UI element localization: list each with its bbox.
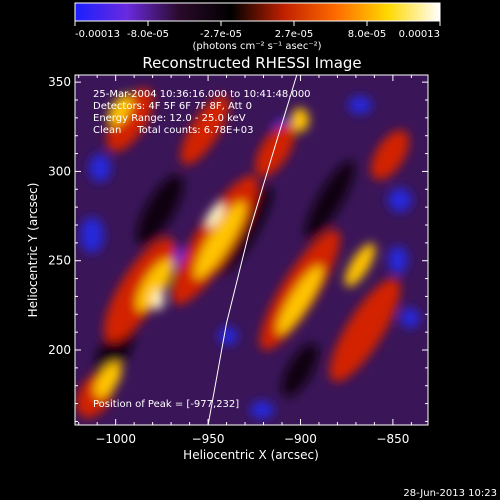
heatmap-blob (89, 154, 111, 182)
colorbar-tick-label: 0.00013 (399, 29, 440, 40)
heatmap-blob (206, 202, 224, 228)
solar-limb-line (207, 75, 298, 425)
colorbar-ticks: -0.00013 -8.0e-05 -2.7e-05 2.7e-05 8.0e-05 0.… (74, 21, 441, 40)
colorbar-unit-label: (photons cm⁻² s⁻¹ asec⁻²) (192, 41, 321, 52)
colorbar-tick-label: -0.00013 (75, 29, 120, 40)
plot-area (75, 75, 428, 425)
footer-date: 28-Jun-2013 10:23 (403, 488, 497, 499)
plot-frame (74, 74, 429, 426)
heatmap-blob (281, 343, 319, 397)
heatmap-blob (329, 278, 401, 382)
y-tick-label: 300 (48, 164, 71, 178)
heatmap-blob (255, 123, 295, 177)
heatmap-blob (348, 96, 372, 114)
heatmap-blob (217, 186, 273, 274)
annotation-energy: Energy Range: 12.0 - 25.0 keV (93, 113, 246, 124)
colorbar-tick-label: -2.7e-05 (200, 29, 242, 40)
heatmap-blob (344, 243, 376, 287)
heatmap-blob (218, 327, 238, 345)
x-axis-label: Heliocentric X (arcsec) (183, 448, 319, 462)
heatmap-blob (370, 130, 410, 180)
heatmap-blob (277, 265, 323, 335)
heatmap-blob (152, 290, 164, 310)
colorbar (74, 2, 441, 22)
heatmap-image (76, 88, 420, 419)
heatmap-blob (80, 217, 104, 253)
heatmap-blob (388, 188, 412, 212)
heatmap-blob (94, 362, 122, 398)
y-tick-label: 250 (48, 254, 71, 268)
heatmap-blob (136, 258, 174, 312)
y-tick-label: 350 (48, 75, 71, 89)
colorbar-tick-label: -8.0e-05 (127, 29, 169, 40)
y-tick-label: 200 (48, 343, 71, 357)
heatmap-blob (250, 401, 274, 419)
axes: −1000 −950 −900 −850 200 250 300 350 (48, 75, 428, 446)
heatmap-blob (103, 238, 177, 342)
heatmap-blob (194, 201, 246, 279)
x-tick-label: −900 (284, 432, 317, 446)
heatmap-blob (388, 246, 408, 274)
chart-title: Reconstructed RHESSI Image (142, 54, 361, 72)
peak-position-label: Position of Peak = [-977,232] (93, 399, 239, 410)
heatmap-blob (305, 160, 355, 240)
annotation-time: 25-Mar-2004 10:36:16.000 to 10:41:48.000 (93, 89, 311, 100)
x-tick-label: −950 (192, 432, 225, 446)
annotation-clean: Clean Total counts: 6.78E+03 (93, 125, 253, 136)
heatmap-blob (107, 94, 133, 126)
colorbar-tick-label: 2.7e-05 (275, 29, 313, 40)
x-tick-label: −850 (376, 432, 409, 446)
y-axis-label: Heliocentric Y (arcsec) (26, 183, 40, 318)
annotation-detectors: Detectors: 4F 5F 6F 7F 8F, Att 0 (93, 101, 252, 112)
heatmap-blob (136, 174, 184, 246)
heatmap-blob (400, 308, 420, 328)
colorbar-tick-label: 8.0e-05 (348, 29, 386, 40)
heatmap-blob (291, 108, 309, 132)
heatmap-blob (106, 88, 154, 152)
heatmap-blob (180, 95, 230, 165)
x-tick-label: −1000 (95, 432, 136, 446)
